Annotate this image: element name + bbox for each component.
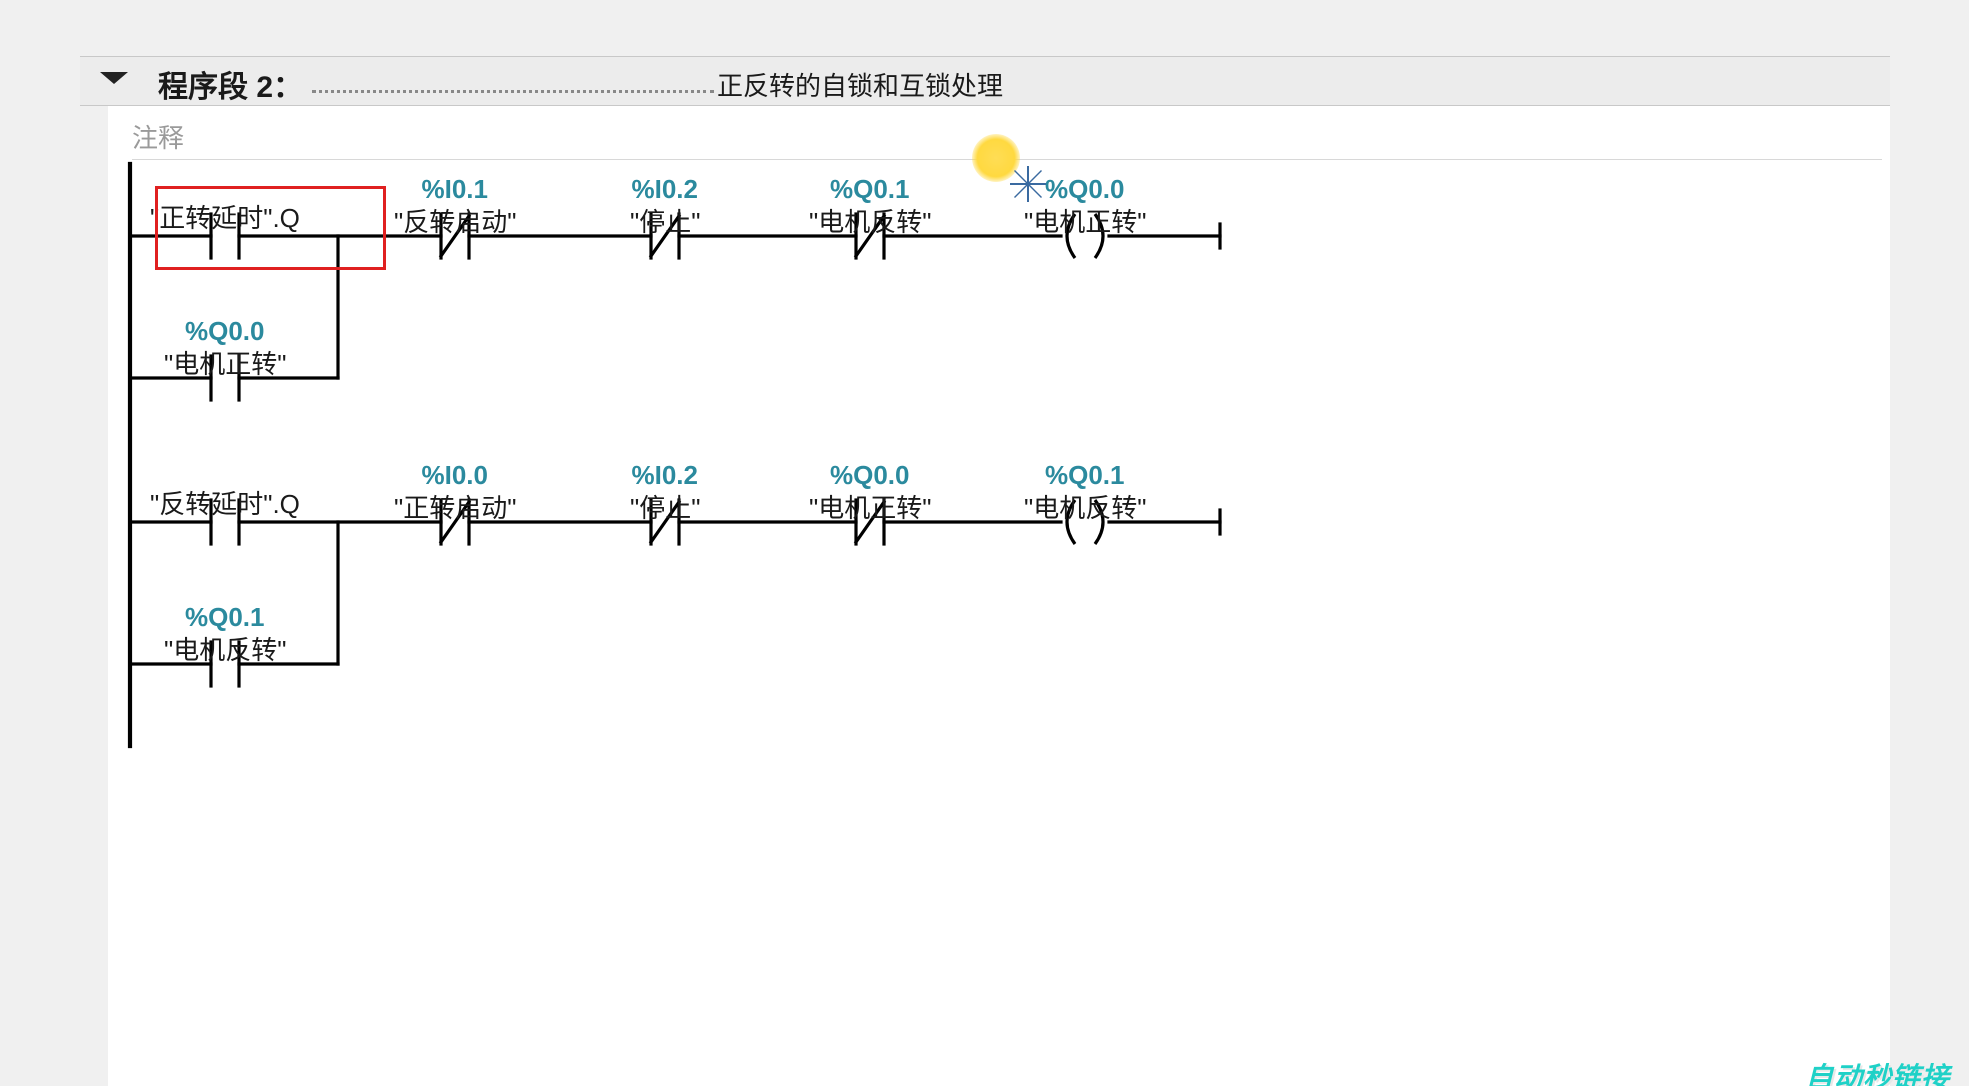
address-label: %Q0.1: [830, 174, 910, 205]
address-label: %Q0.0: [185, 316, 265, 347]
symbol-label: "正转启动": [394, 488, 516, 525]
address-label: %Q0.1: [185, 602, 265, 633]
address-label: %I0.0: [422, 460, 489, 491]
symbol-label: "停止": [630, 202, 700, 239]
symbol-label: "反转启动": [394, 202, 516, 239]
canvas: 程序段 2： 正反转的自锁和互锁处理 注释 "正转延时".Q%I0.1"反转启动…: [0, 0, 1969, 1086]
insertion-cursor-icon: [1008, 164, 1048, 204]
symbol-label: "停止": [630, 488, 700, 525]
address-label: %I0.1: [422, 174, 489, 205]
symbol-label: "电机反转": [809, 202, 931, 239]
address-label: %Q0.1: [1045, 460, 1125, 491]
address-label: %Q0.0: [1045, 174, 1125, 205]
symbol-label: "电机正转": [809, 488, 931, 525]
selection-highlight-box: [155, 186, 386, 270]
watermark-text: 自动秒链接自动秒链接: [1805, 1056, 1950, 1086]
address-label: %I0.2: [632, 460, 699, 491]
symbol-label: "电机反转": [1024, 488, 1146, 525]
symbol-label: "电机正转": [164, 344, 286, 381]
address-label: %Q0.0: [830, 460, 910, 491]
symbol-label: "电机正转": [1024, 202, 1146, 239]
symbol-label: "反转延时".Q: [150, 484, 300, 521]
symbol-label: "电机反转": [164, 630, 286, 667]
address-label: %I0.2: [632, 174, 699, 205]
